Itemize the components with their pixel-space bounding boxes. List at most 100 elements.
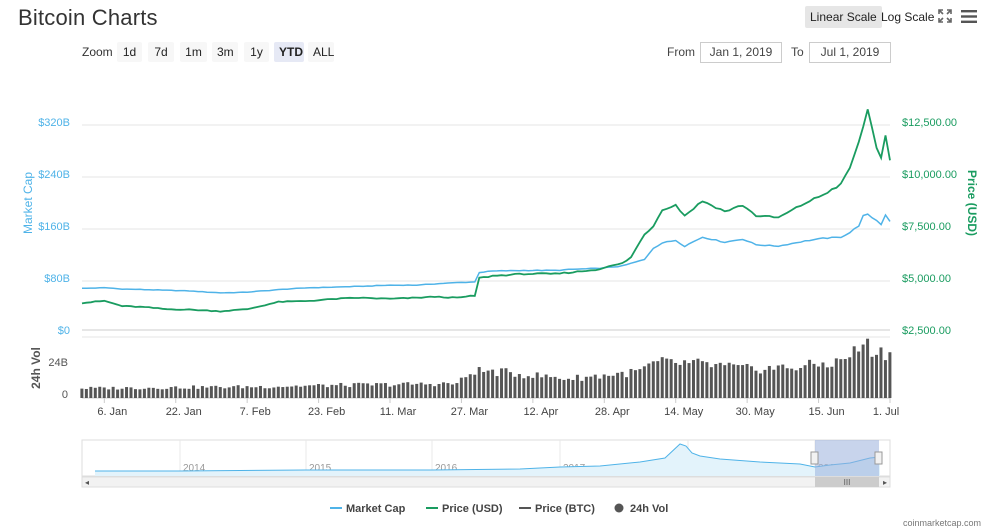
volume-bar	[428, 383, 432, 398]
volume-bar	[754, 370, 758, 398]
volume-bar	[245, 386, 249, 398]
volume-bar	[508, 372, 512, 398]
volume-bar	[232, 386, 236, 398]
volume-bar	[205, 387, 209, 398]
volume-bar	[549, 377, 553, 398]
navigator-year-label: 2014	[183, 463, 206, 474]
volume-bar	[147, 387, 151, 398]
volume-bar	[526, 376, 530, 398]
volume-axis-tick-label: 0	[62, 389, 68, 401]
volume-bar	[227, 387, 231, 398]
range-from-label: From	[667, 45, 695, 59]
navigator[interactable]: 201420152016201720182019III◂▸	[81, 439, 891, 488]
volume-bar	[450, 384, 454, 398]
volume-bar	[316, 384, 320, 398]
volume-bar	[517, 374, 521, 398]
volume-bar	[406, 382, 410, 398]
zoom-7d-button[interactable]: 7d	[148, 42, 174, 62]
navigator-left-handle	[810, 451, 819, 465]
volume-bar	[477, 367, 481, 398]
x-tick-label: 27. Mar	[451, 406, 489, 418]
zoom-3m-button[interactable]: 3m	[212, 42, 238, 62]
navigator-selection	[815, 440, 879, 476]
volume-bar	[468, 374, 472, 398]
volume-bar	[352, 383, 356, 398]
volume-bar	[674, 362, 678, 398]
volume-bar	[491, 369, 495, 398]
volume-bar	[808, 359, 812, 398]
volume-bar	[303, 385, 307, 398]
volume-bar	[790, 368, 794, 398]
volume-bar	[84, 388, 88, 398]
volume-bar	[705, 362, 709, 398]
volume-axis-title: 24h Vol	[29, 347, 43, 389]
volume-bar	[785, 368, 789, 398]
volume-bar	[888, 352, 892, 398]
volume-bar	[709, 367, 713, 398]
volume-bar	[700, 361, 704, 398]
volume-bar	[276, 386, 280, 398]
scrollbar-grip-icon: III	[844, 478, 851, 487]
volume-bar	[848, 357, 852, 398]
linear-scale-button[interactable]: Linear Scale	[805, 6, 882, 28]
volume-bar	[98, 386, 102, 398]
volume-bar	[299, 386, 303, 398]
left-axis-tick-label: $160B	[38, 221, 70, 233]
volume-bar	[312, 385, 316, 398]
volume-bar	[183, 388, 187, 398]
volume-bar	[455, 383, 459, 398]
right-axis-tick-label: $5,000.00	[902, 273, 951, 285]
credit-link[interactable]: coinmarketcap.com	[903, 518, 982, 528]
volume-bar	[696, 358, 700, 398]
volume-bar	[272, 387, 276, 398]
volume-bar	[875, 354, 879, 398]
volume-bar	[111, 386, 115, 398]
volume-bar	[558, 378, 562, 398]
volume-bar	[647, 363, 651, 398]
volume-bar	[437, 383, 441, 398]
volume-bar	[192, 385, 196, 398]
left-axis-title: Market Cap	[21, 172, 35, 234]
x-tick-label: 15. Jun	[809, 406, 845, 418]
volume-bar	[575, 374, 579, 398]
zoom-1d-button[interactable]: 1d	[117, 42, 142, 62]
volume-bar	[200, 386, 204, 398]
volume-bar	[209, 386, 213, 398]
volume-bar	[883, 360, 887, 398]
zoom-ytd-button[interactable]: YTD	[274, 42, 304, 62]
zoom-1m-button[interactable]: 1m	[180, 42, 207, 62]
navigator-scrollbar-thumb	[815, 477, 879, 487]
volume-bar	[758, 373, 762, 398]
left-axis-tick-label: $320B	[38, 117, 70, 129]
volume-bar	[834, 358, 838, 398]
right-axis-tick-label: $7,500.00	[902, 221, 951, 233]
x-tick-label: 1. Jul	[873, 406, 899, 418]
axis-labels: $0 $80B $160B $240B $320B Market Cap $2,500.00…	[21, 117, 979, 418]
hamburger-menu-icon[interactable]	[961, 10, 977, 23]
volume-bar	[102, 387, 106, 398]
volume-bar	[562, 379, 566, 398]
volume-bar	[214, 385, 218, 398]
volume-bar	[357, 382, 361, 398]
expand-icon[interactable]	[938, 9, 952, 23]
volume-bar	[473, 374, 477, 398]
series-lines	[81, 109, 891, 313]
range-from-input[interactable]: Jan 1, 2019	[700, 42, 782, 63]
navigator-year-label: 2016	[435, 463, 458, 474]
volume-bar	[401, 382, 405, 398]
volume-bar	[553, 376, 557, 398]
volume-bar	[263, 388, 267, 398]
x-tick-label: 23. Feb	[308, 406, 345, 418]
volume-bar	[718, 362, 722, 398]
volume-bar	[294, 385, 298, 398]
range-to-input[interactable]: Jul 1, 2019	[809, 42, 891, 63]
zoom-1y-button[interactable]: 1y	[244, 42, 269, 62]
x-tick-label: 28. Apr	[595, 406, 630, 418]
volume-bar	[857, 351, 861, 398]
log-scale-button[interactable]: Log Scale	[881, 10, 935, 24]
volume-bar	[794, 370, 798, 398]
volume-bar	[611, 375, 615, 398]
volume-bar	[392, 385, 396, 398]
zoom-all-button[interactable]: ALL	[308, 42, 334, 62]
